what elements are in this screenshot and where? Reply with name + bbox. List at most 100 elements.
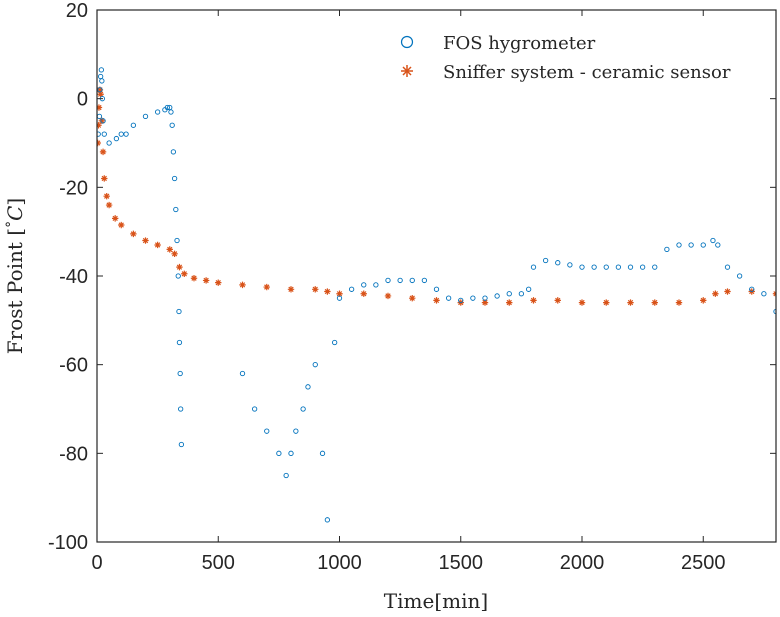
fos-point [264,428,270,434]
sniffer-point [675,299,683,306]
sniffer-point [530,297,537,304]
y-axis-title-lbracket: [ [3,228,27,236]
sniffer-point [130,230,137,238]
y-axis-title-unit: C [3,206,27,221]
sniffer-point [554,297,561,304]
y-tick-label: -60 [59,355,88,377]
fos-point [421,277,428,284]
fos-point [749,286,755,292]
sniffer-point [433,297,440,304]
x-tick-labels: 0 500 1000 1500 2000 2500 [91,552,725,574]
legend-entry-fos: FOS hygrometer [400,33,596,54]
fos-point [542,257,549,264]
fos-point [177,370,183,377]
y-tick-label: -40 [59,266,88,288]
fos-point [176,339,183,346]
fos-point [99,78,105,84]
fos-point [97,131,101,137]
legend-circle-marker [400,35,414,49]
fos-point [555,260,561,266]
fos-point [700,242,706,248]
sniffer-point [166,246,173,253]
sniffer-point [712,290,719,297]
y-axis-title-prefix: Frost Point [3,236,27,355]
sniffer-point [215,279,222,286]
fos-point [106,140,112,146]
y-tick-label: 20 [66,0,88,22]
fos-point [506,291,512,297]
x-axis-title: Time[min] [384,589,488,613]
fos-point [433,286,440,292]
fos-point [239,370,246,377]
fos-point [98,67,105,73]
sniffer-point [142,237,149,244]
sniffer-point [336,290,343,297]
sniffer-point [700,297,707,304]
sniffer-point [105,201,113,209]
fos-point [361,282,367,288]
fos-point [293,428,299,434]
fos-point [348,286,355,292]
fos-point [397,277,403,284]
x-tick-label: 500 [202,552,235,574]
fos-point [171,175,178,182]
y-tick-label: 0 [77,89,88,111]
sniffer-point [384,292,392,300]
sniffer-point [111,215,119,222]
sniffer-point [651,299,658,306]
y-tick-label: -80 [59,443,88,465]
sniffer-point [627,299,634,306]
fos-point [530,264,537,270]
fos-point [173,206,179,213]
fos-point [331,339,338,346]
plot-area [97,67,776,523]
sniffer-point [118,221,125,229]
fos-point [603,264,609,270]
fos-point [283,472,289,479]
sniffer-point [578,299,586,306]
sniffer-point [99,148,107,156]
fos-point [178,406,184,412]
fos-point [154,109,161,115]
fos-point [715,242,721,248]
sniffer-point [239,281,246,289]
legend: FOS hygrometer Sniffer system - ceramic … [400,33,731,83]
fos-point [724,264,731,270]
fos-point [305,384,311,390]
fos-point [174,237,180,244]
fos-point [324,517,331,523]
fos-point [101,131,107,137]
fos-point [526,286,532,292]
fos-point [494,293,500,299]
fos-point [627,264,634,270]
fos-point [664,246,670,253]
fos-point [97,87,103,93]
fos-point [113,135,120,142]
fos-point [676,242,682,248]
y-axis-title-rbracket: ] [3,198,27,206]
series-fos [97,67,776,523]
sniffer-point [97,122,102,129]
fos-point [176,308,182,315]
fos-point [130,122,137,128]
sniffer-point [101,175,108,182]
x-tick-label: 1500 [439,552,484,574]
fos-point [385,277,391,284]
fos-point [312,362,318,368]
x-tick-label: 2000 [560,552,605,574]
sniffer-point [312,286,319,293]
fos-point [579,264,585,270]
fos-point [169,122,175,128]
plot-frame [96,9,777,543]
fos-point [373,282,379,288]
sniffer-point [97,104,103,111]
sniffer-point [190,275,198,282]
fos-point [688,242,694,248]
sniffer-point [481,299,489,306]
fos-point [736,273,743,279]
fos-point [276,450,282,456]
sniffer-point [409,294,416,302]
legend-asterisk-marker [401,65,413,77]
